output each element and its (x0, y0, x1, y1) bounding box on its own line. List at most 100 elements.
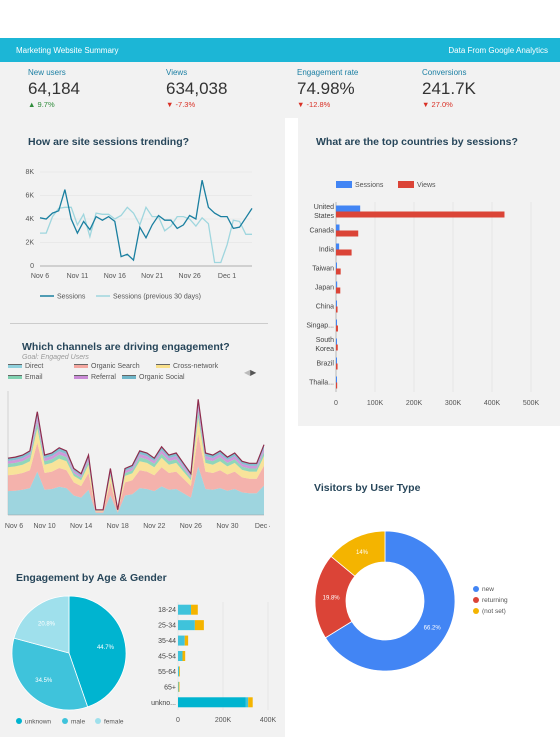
area-cross-network (8, 417, 264, 512)
x-tick-label: Nov 30 (216, 523, 238, 530)
pie-slice-female (13, 595, 70, 654)
legend-swatch (74, 375, 88, 380)
bar-views (336, 382, 338, 389)
category-label: Thaila... (309, 380, 334, 387)
data-source-label: Data From Google Analytics (448, 46, 548, 55)
legend-pager[interactable]: ◀▶ (244, 368, 256, 377)
x-tick-label: 0 (176, 717, 180, 724)
legend-label: Sessions (355, 182, 384, 189)
legend-swatch (398, 181, 414, 188)
bar-views (336, 306, 338, 313)
kpi-change-value: -12.8% (306, 100, 331, 109)
category-label: Korea (315, 346, 334, 353)
bar-sessions (336, 205, 361, 212)
category-label: Canada (309, 228, 334, 235)
kpi-change: ▼ 27.0% (422, 100, 476, 109)
legend-dot (16, 718, 22, 724)
bar-sessions (336, 357, 337, 364)
arrow-down-icon: ▼ (297, 100, 305, 109)
kpi-change: ▼ -7.3% (166, 100, 227, 109)
bar-unknown (178, 697, 246, 708)
legend-label: Organic Social (139, 374, 185, 381)
bar-female (191, 604, 198, 615)
category-label: Taiwan (312, 266, 334, 273)
countries-panel (298, 118, 560, 426)
bar-views (336, 363, 338, 370)
kpi-value: 74.98% (297, 79, 355, 98)
y-tick-label: 2K (25, 240, 34, 247)
legend-item: Cross-network (156, 363, 218, 370)
kpi-label: Conversions (422, 68, 467, 77)
legend-dot (62, 718, 68, 724)
bar-female (182, 651, 186, 661)
y-tick-label: 4K (25, 216, 34, 223)
arrow-up-icon: ▲ (28, 100, 36, 109)
x-tick-label: Nov 14 (70, 523, 92, 530)
legend-label: male (71, 719, 85, 726)
age-bar-chart: 0 200K 400K 18-24 25-34 35-44 45-54 55-64 65+ unk… (151, 602, 277, 724)
kpi-conversions: Conversions 241.7K ▼ 27.0% (422, 68, 476, 109)
category-label: United (314, 204, 334, 211)
bar-male (178, 620, 195, 631)
x-tick-label: Nov 22 (143, 523, 165, 530)
legend-dot (473, 597, 479, 603)
kpi-change-value: 9.7% (37, 100, 55, 109)
category-label: 45-54 (158, 654, 176, 661)
category-label: unkno... (151, 700, 176, 707)
kpi-label: Views (166, 68, 188, 77)
bar-female (184, 635, 189, 646)
category-label: Brazil (316, 361, 334, 368)
legend-label: (not set) (482, 608, 506, 615)
x-tick-label: 400K (260, 717, 277, 724)
kpi-strip: New users 64,184 ▲ 9.7% Views 634,038 ▼ … (0, 62, 560, 118)
area-organic-search (8, 434, 264, 513)
legend-label: unknown (25, 719, 51, 726)
chevron-right-icon[interactable]: ▶ (250, 368, 257, 377)
x-tick-label: Nov 26 (180, 523, 202, 530)
bar-female (178, 681, 180, 692)
legend-label: Organic Search (91, 363, 140, 370)
y-tick-label: 0 (30, 263, 34, 270)
channels-area-chart: Nov 6 Nov 10 Nov 14 Nov 18 Nov 22 Nov 26 Nov 3… (5, 391, 270, 530)
countries-title: What are the top countries by sessions? (316, 136, 518, 148)
x-tick-label: 0 (334, 400, 338, 407)
legend-label: Views (417, 182, 436, 189)
report-title: Marketing Website Summary (16, 46, 119, 55)
legend-swatch (336, 181, 352, 188)
bar-sessions (336, 243, 340, 250)
x-tick-label: 100K (367, 400, 384, 407)
x-tick-label: 300K (445, 400, 462, 407)
x-tick-label: Nov 26 (179, 273, 201, 280)
bar-views (336, 287, 341, 294)
legend-swatch (8, 364, 22, 369)
bar-views (336, 344, 338, 351)
legend-label: Referral (91, 374, 116, 381)
legend-label: female (104, 719, 124, 726)
legend-swatch (74, 364, 88, 369)
category-label: 35-44 (158, 638, 176, 645)
bar-female (248, 697, 253, 708)
legend-label: returning (482, 597, 508, 604)
bar-male (178, 651, 183, 661)
sessions-trend-title: How are site sessions trending? (28, 136, 190, 148)
legend-item: Referral (74, 374, 116, 381)
x-tick-label: 200K (215, 717, 232, 724)
chevron-left-icon[interactable]: ◀ (244, 368, 251, 377)
x-tick-label: 500K (523, 400, 540, 407)
kpi-change: ▼ -12.8% (297, 100, 358, 109)
legend-label: new (482, 586, 494, 593)
x-tick-label: Nov 11 (67, 273, 89, 280)
bar-sessions (336, 376, 337, 383)
category-label: Japan (315, 285, 334, 292)
legend-swatch (122, 375, 136, 380)
channels-title: Which channels are driving engagement? (22, 341, 230, 353)
x-tick-label: 200K (406, 400, 423, 407)
kpi-value: 241.7K (422, 79, 476, 98)
x-tick-label: Dec 4 (255, 523, 270, 530)
channels-subtitle: Goal: Engaged Users (22, 354, 89, 361)
legend-label: Sessions (57, 294, 86, 301)
bar-male (178, 604, 192, 615)
bar-sessions (336, 300, 337, 307)
y-tick-label: 8K (25, 169, 34, 176)
x-tick-label: 400K (484, 400, 501, 407)
